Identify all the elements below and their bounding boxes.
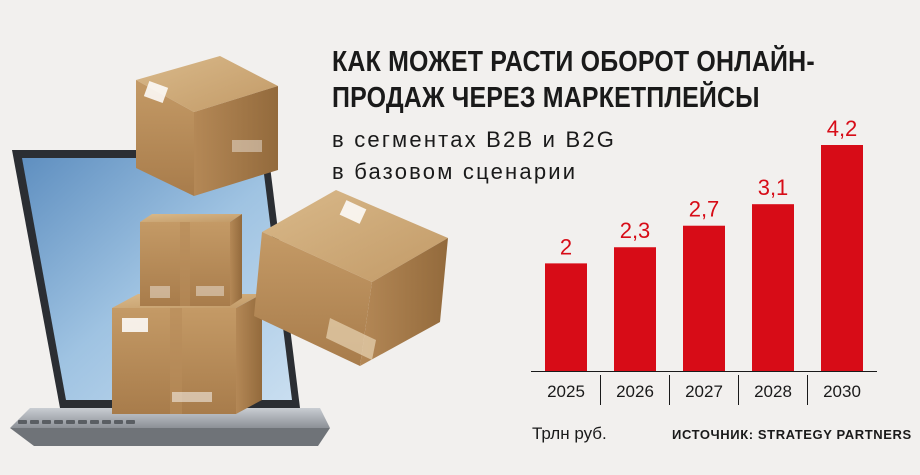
box-tilted-icon: [254, 190, 448, 366]
title-line-2: ПРОДАЖ ЧЕРЕЗ МАРКЕТПЛЕЙСЫ: [332, 82, 760, 114]
tick-label-2028: 2028: [754, 382, 792, 401]
value-label-2026: 2,3: [620, 218, 651, 243]
bar-2028: [752, 204, 794, 371]
bar-2027: [683, 225, 725, 371]
box-top-icon: [136, 56, 278, 196]
title-line-1: КАК МОЖЕТ РАСТИ ОБОРОТ ОНЛАЙН-: [332, 46, 815, 78]
subtitle-line-1: в сегментах B2B и B2G: [332, 127, 617, 152]
box-middle-icon: [140, 214, 242, 306]
subtitle-line-2: в базовом сценарии: [332, 159, 578, 184]
value-label-2028: 3,1: [758, 175, 789, 200]
bar-2026: [614, 247, 656, 371]
tick-label-2027: 2027: [685, 382, 723, 401]
value-label-2027: 2,7: [689, 197, 720, 222]
unit-label: Трлн руб.: [532, 424, 607, 443]
source-label: ИСТОЧНИК: STRATEGY PARTNERS: [672, 427, 912, 442]
bar-2025: [545, 263, 587, 371]
chart-subtitle: в сегментах B2B и B2G в базовом сценарии: [332, 124, 752, 188]
chart-title: КАК МОЖЕТ РАСТИ ОБОРОТ ОНЛАЙН- ПРОДАЖ ЧЕ…: [332, 44, 831, 116]
tick-label-2030: 2030: [823, 382, 861, 401]
bar-2030: [821, 145, 863, 371]
tick-label-2026: 2026: [616, 382, 654, 401]
tick-label-2025: 2025: [547, 382, 585, 401]
value-label-2025: 2: [560, 234, 572, 259]
value-label-2030: 4,2: [827, 116, 858, 141]
